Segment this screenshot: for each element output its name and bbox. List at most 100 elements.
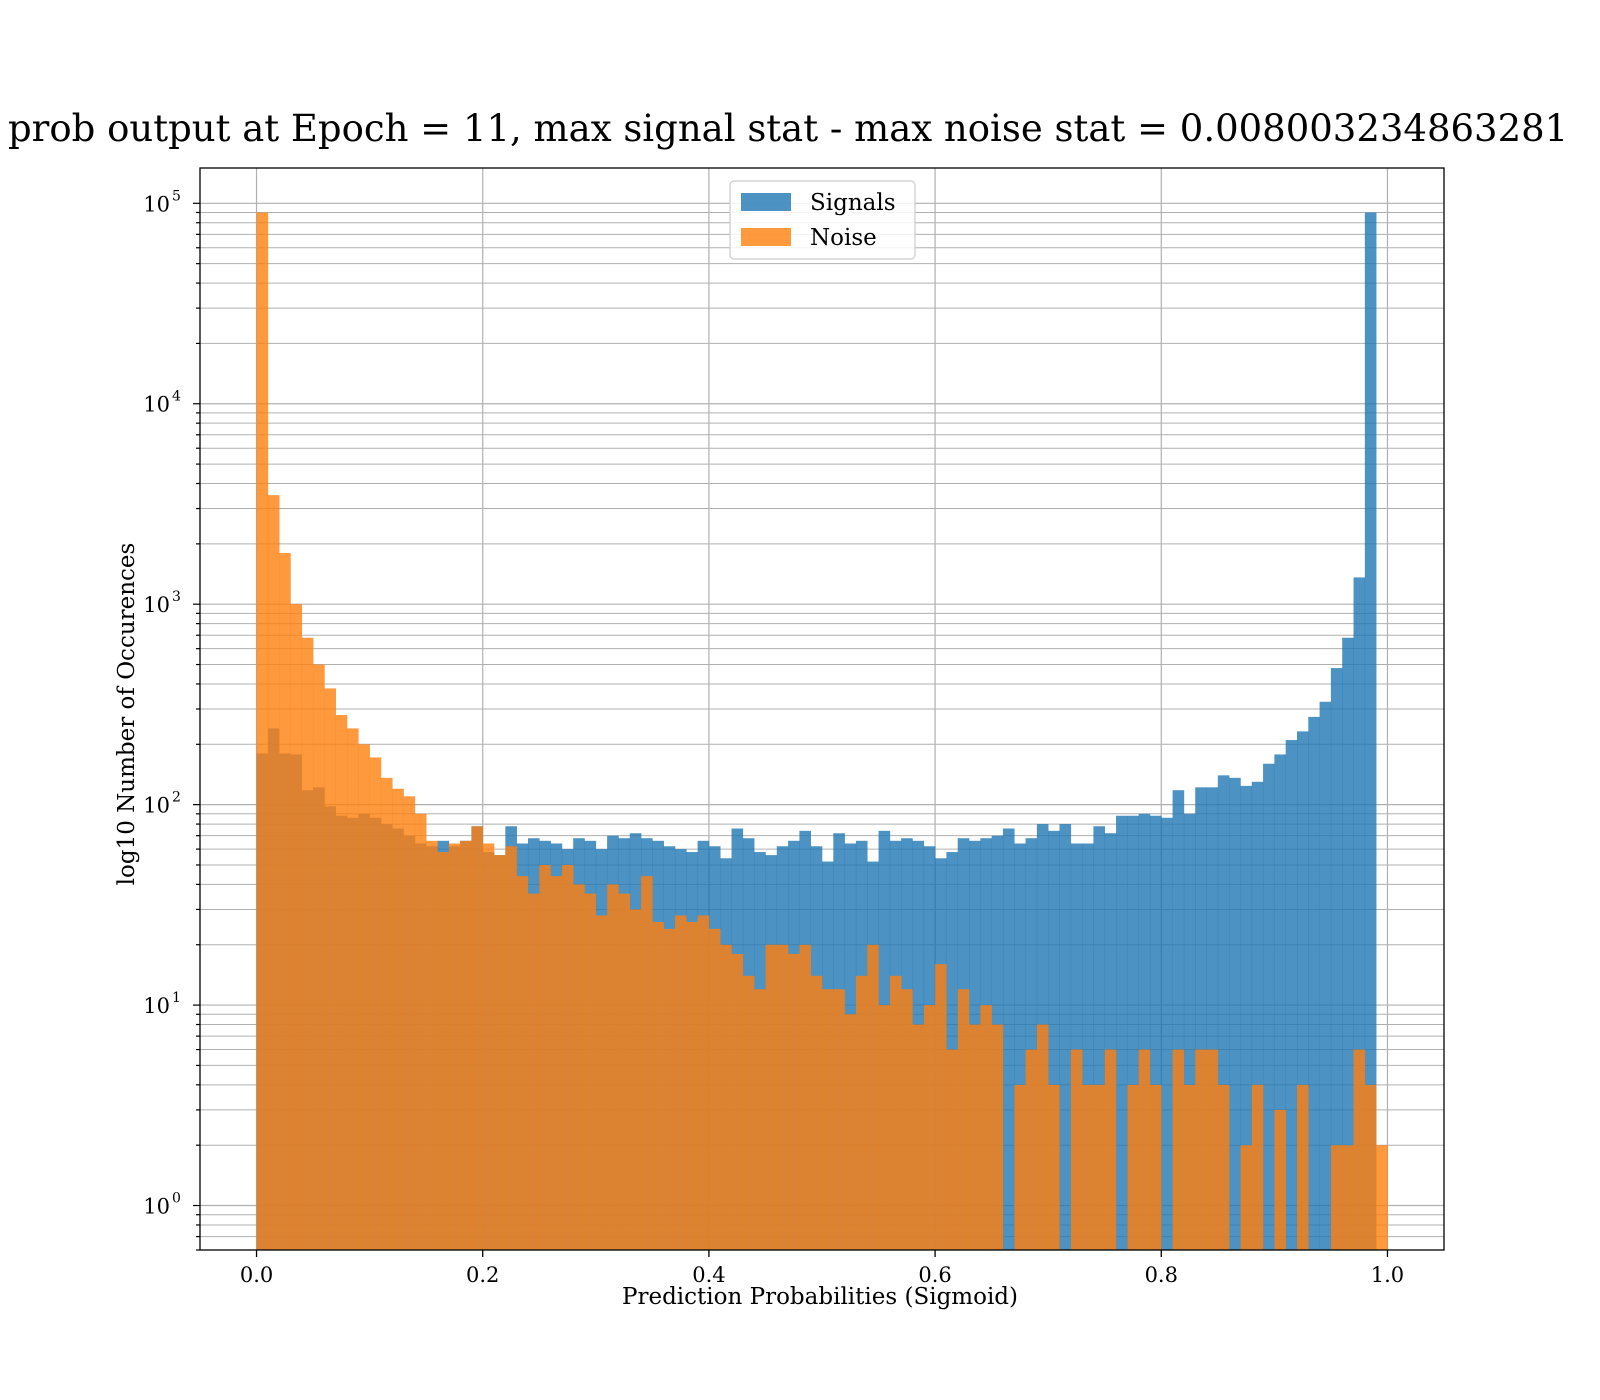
legend-label: Signals (810, 190, 896, 216)
noise-bar (991, 1024, 1004, 1250)
noise-bar (663, 928, 676, 1250)
signals-bar (1364, 212, 1377, 1251)
noise-bar (1330, 1145, 1343, 1250)
noise-bar (313, 664, 325, 1250)
y-tick-label: 10 (143, 192, 170, 216)
noise-bar (290, 604, 303, 1250)
noise-bar (607, 884, 619, 1250)
y-tick-exponent: 3 (172, 589, 181, 605)
signals-bar (1172, 790, 1185, 1250)
signals-bar (1206, 787, 1219, 1250)
legend: Signals Noise (729, 180, 916, 260)
noise-bar (1025, 1049, 1038, 1250)
noise-bar (1195, 1049, 1207, 1250)
noise-bar (301, 637, 314, 1250)
signals-bar (1319, 701, 1332, 1250)
signals-bar (1274, 754, 1286, 1250)
noise-bar (527, 893, 540, 1250)
x-tick-label: 0.2 (466, 1263, 499, 1287)
signals-bar (1263, 763, 1275, 1250)
noise-bar (935, 964, 947, 1250)
noise-bar (731, 953, 744, 1250)
signals-bar (1025, 838, 1038, 1250)
x-axis-label: Prediction Probabilities (Sigmoid) (622, 1284, 1018, 1310)
noise-bar (901, 989, 913, 1250)
y-tick-label: 10 (143, 393, 170, 417)
noise-bar (641, 876, 653, 1250)
noise-bar (629, 909, 642, 1250)
noise-bar (584, 893, 597, 1250)
noise-bar (810, 975, 823, 1250)
noise-bar (969, 1024, 981, 1250)
signals-bar (1251, 781, 1264, 1250)
noise-bar (1138, 1049, 1151, 1250)
y-tick-exponent: 1 (172, 990, 181, 1006)
noise-bar (788, 953, 800, 1250)
noise-bar (957, 989, 970, 1250)
signals-bar (1183, 813, 1196, 1250)
signals-bar (1070, 843, 1083, 1250)
x-tick-label: 0.4 (692, 1263, 725, 1287)
noise-bar (1082, 1084, 1094, 1250)
x-tick-label: 0.0 (240, 1263, 273, 1287)
signals-bar (1048, 830, 1060, 1250)
noise-bar (358, 744, 370, 1250)
y-tick-exponent: 2 (172, 790, 181, 806)
signals-bar (1002, 828, 1015, 1250)
noise-bar (720, 944, 732, 1250)
noise-bar (494, 855, 506, 1250)
signals-bar (1082, 843, 1094, 1250)
noise-bar (505, 846, 517, 1250)
signals-bar (1229, 777, 1241, 1250)
noise-bar (1036, 1024, 1049, 1250)
noise-bar (1048, 1084, 1060, 1250)
noise-bar (1149, 1084, 1162, 1250)
signals-bar (1342, 637, 1354, 1250)
x-tick-label: 1.0 (1371, 1263, 1404, 1287)
signals-bar (1161, 817, 1173, 1250)
y-tick-exponent: 0 (172, 1191, 181, 1207)
noise-bar (1364, 1084, 1377, 1250)
noise-bar (686, 921, 698, 1250)
noise-bar (414, 813, 427, 1250)
noise-bar (1240, 1145, 1253, 1250)
signals-bar (1138, 813, 1151, 1250)
signals-bar (1104, 833, 1117, 1250)
noise-bar (697, 915, 710, 1250)
signals-bar (1014, 843, 1026, 1250)
legend-swatch (741, 228, 791, 246)
noise-bar (561, 864, 574, 1250)
noise-bar (1183, 1084, 1196, 1250)
noise-bar (324, 688, 337, 1250)
noise-bar (335, 715, 348, 1250)
chart-title: prob output at Epoch = 11, max signal st… (8, 107, 1568, 150)
noise-bar (403, 796, 416, 1250)
noise-bar (426, 840, 438, 1250)
noise-bar (267, 495, 280, 1250)
y-tick-label: 10 (143, 593, 170, 617)
signals-bar (1116, 815, 1128, 1250)
noise-bar (1217, 1084, 1230, 1250)
noise-bar (867, 944, 879, 1250)
signals-bar (1059, 824, 1072, 1250)
noise-bar (539, 864, 551, 1250)
noise-bar (1353, 1049, 1366, 1250)
y-tick-label: 10 (143, 1195, 170, 1219)
noise-bar (1274, 1109, 1286, 1250)
noise-bar (1172, 1049, 1185, 1250)
noise-bar (844, 1014, 857, 1250)
noise-bar (923, 1005, 936, 1250)
noise-bar (1093, 1084, 1106, 1250)
signals-bar (1217, 775, 1230, 1250)
signals-bar (1285, 740, 1298, 1250)
noise-bar (742, 975, 755, 1250)
noise-bar (912, 1024, 925, 1250)
noise-bar (754, 989, 766, 1250)
noise-bar (822, 989, 834, 1250)
signals-bar (1195, 787, 1207, 1250)
signals-bar (1296, 731, 1309, 1250)
y-tick-exponent: 5 (172, 188, 181, 204)
noise-bar (471, 826, 484, 1250)
legend-swatch (741, 193, 791, 211)
noise-bar (516, 876, 529, 1250)
